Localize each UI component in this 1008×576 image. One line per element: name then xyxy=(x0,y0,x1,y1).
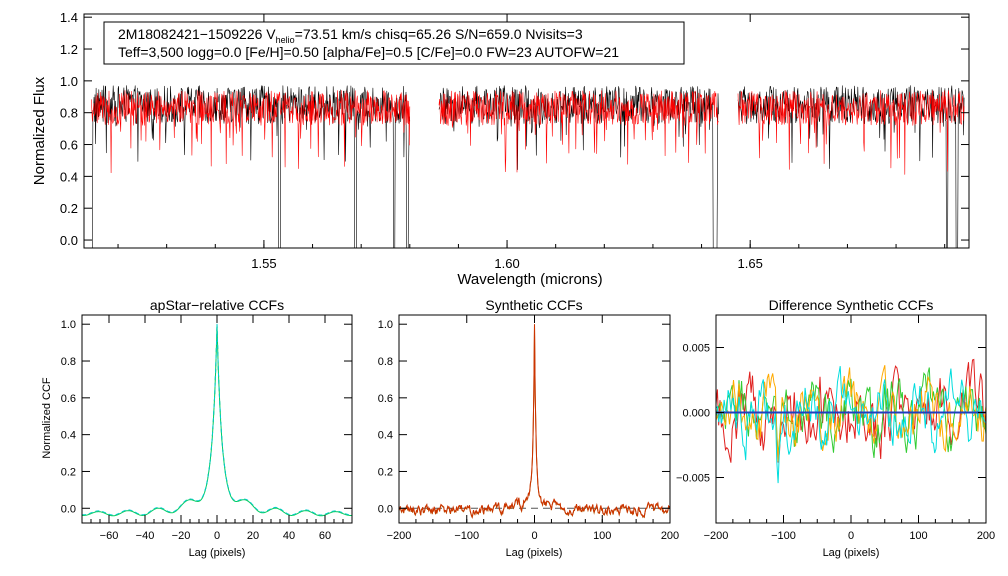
spectrum-ticks: 1.55 1.60 1.65 0.0 0.2 0.4 0.6 0.8 1.0 1.2 1.4 xyxy=(60,10,969,271)
synthetic-ccf-series-2 xyxy=(398,324,671,519)
spectrum-series-model xyxy=(91,90,965,175)
y-tick-label: 0.2 xyxy=(61,466,76,478)
info-line-1: 2M18082421−1509226 Vhelio=73.51 km/s chi… xyxy=(118,26,583,45)
synthetic-ccf-xlabel: Lag (pixels) xyxy=(506,547,563,559)
y-tick-label: 1.0 xyxy=(61,319,76,331)
spectrum-plot-frame xyxy=(83,13,970,249)
y-tick-label: 0.2 xyxy=(60,201,78,216)
y-tick-label: 0.2 xyxy=(378,466,393,478)
apstar-ccf-frame xyxy=(81,314,353,524)
x-tick-label: 1.65 xyxy=(738,256,763,271)
apstar-ccf-panel: −60 −40 −20 0 20 40 60 0.0 0.2 0.4 0.6 0.8 1.0 apSta… xyxy=(41,297,353,559)
apstar-ccf-series-1 xyxy=(81,324,353,517)
apstar-ccf-ticks: −60 −40 −20 0 20 40 60 0.0 0.2 0.4 0.6 0.8 1.0 xyxy=(61,315,353,542)
y-tick-label: 0.8 xyxy=(60,106,78,121)
x-tick-label: 0 xyxy=(214,530,220,542)
x-tick-label: 1.60 xyxy=(494,256,519,271)
y-tick-label: 0.0 xyxy=(61,503,76,515)
difference-ccf-ticks: −200 −100 0 100 200 −0.005 0.000 0.005 xyxy=(676,315,995,542)
info-line-1-values: =73.51 km/s chisq=65.26 S/N=659.0 Nvisit… xyxy=(295,26,583,42)
x-tick-label: 200 xyxy=(661,530,679,542)
x-tick-label: 200 xyxy=(977,530,995,542)
y-tick-label: 0.000 xyxy=(682,408,710,420)
info-line-2: Teff=3,500 logg=0.0 [Fe/H]=0.50 [alpha/F… xyxy=(118,44,619,60)
y-tick-label: 1.2 xyxy=(60,42,78,57)
spectrum-series-group xyxy=(91,85,965,249)
x-tick-label: −200 xyxy=(387,530,412,542)
x-tick-label: −100 xyxy=(771,530,796,542)
x-tick-label: 20 xyxy=(247,530,259,542)
apstar-ccf-ylabel: Normalized CCF xyxy=(41,377,53,459)
y-tick-label: 0.8 xyxy=(378,356,393,368)
x-tick-label: −200 xyxy=(704,530,729,542)
y-tick-label: 1.0 xyxy=(60,74,78,89)
y-tick-label: 0.6 xyxy=(61,393,76,405)
x-tick-label: 0 xyxy=(848,530,854,542)
y-tick-label: 1.4 xyxy=(60,10,78,25)
y-tick-label: 0.6 xyxy=(60,138,78,153)
difference-ccf-series-green xyxy=(715,367,987,458)
difference-ccf-panel: −200 −100 0 100 200 −0.005 0.000 0.005 Differen… xyxy=(676,297,995,559)
info-line-1-name: 2M18082421−1509226 V xyxy=(118,26,276,42)
apstar-ccf-series-3 xyxy=(82,323,352,516)
info-line-1-subscript: helio xyxy=(276,35,295,45)
x-tick-label: 0 xyxy=(531,530,537,542)
x-tick-label: 100 xyxy=(909,530,927,542)
x-tick-label: −60 xyxy=(100,530,119,542)
y-tick-label: 0.6 xyxy=(378,393,393,405)
y-tick-label: 0.4 xyxy=(378,430,393,442)
spectrum-xlabel: Wavelength (microns) xyxy=(457,271,602,288)
difference-ccf-series-cyan xyxy=(715,366,987,484)
x-tick-label: −40 xyxy=(136,530,155,542)
y-tick-label: 0.4 xyxy=(61,430,76,442)
y-tick-label: 1.0 xyxy=(378,319,393,331)
x-tick-label: −100 xyxy=(454,530,479,542)
difference-ccf-series-orange xyxy=(715,365,987,462)
x-tick-label: 40 xyxy=(283,530,295,542)
synthetic-ccf-ticks: −200 −100 0 100 200 0.0 0.2 0.4 0.6 0.8 1.0 xyxy=(378,315,679,542)
synthetic-ccf-title: Synthetic CCFs xyxy=(485,297,582,313)
y-tick-label: 0.8 xyxy=(61,356,76,368)
y-tick-label: 0.4 xyxy=(60,169,78,184)
synthetic-ccf-panel: −200 −100 0 100 200 0.0 0.2 0.4 0.6 0.8 1.0 Synthe… xyxy=(378,297,679,559)
apstar-ccf-series-2 xyxy=(82,324,352,516)
apstar-ccf-title: apStar−relative CCFs xyxy=(150,297,284,313)
info-box-frame xyxy=(103,21,685,65)
spectrum-panel: 1.55 1.60 1.65 0.0 0.2 0.4 0.6 0.8 1.0 1.2 1.4 Wav… xyxy=(31,10,970,288)
apstar-ccf-xlabel: Lag (pixels) xyxy=(189,547,246,559)
x-tick-label: 60 xyxy=(319,530,331,542)
spectrum-ylabel: Normalized Flux xyxy=(31,76,48,185)
x-tick-label: 1.55 xyxy=(251,256,276,271)
synthetic-ccf-series-group xyxy=(398,324,671,520)
x-tick-label: −20 xyxy=(172,530,191,542)
x-tick-label: 100 xyxy=(593,530,611,542)
y-tick-label: 0.005 xyxy=(682,343,710,355)
info-box: 2M18082421−1509226 Vhelio=73.51 km/s chi… xyxy=(103,21,685,65)
y-tick-label: 0.0 xyxy=(60,233,78,248)
y-tick-label: −0.005 xyxy=(676,473,710,485)
difference-ccf-xlabel: Lag (pixels) xyxy=(823,547,880,559)
difference-ccf-title: Difference Synthetic CCFs xyxy=(769,297,934,313)
apstar-ccf-series-group xyxy=(81,323,353,517)
y-tick-label: 0.0 xyxy=(378,503,393,515)
difference-ccf-series-group xyxy=(715,358,987,484)
